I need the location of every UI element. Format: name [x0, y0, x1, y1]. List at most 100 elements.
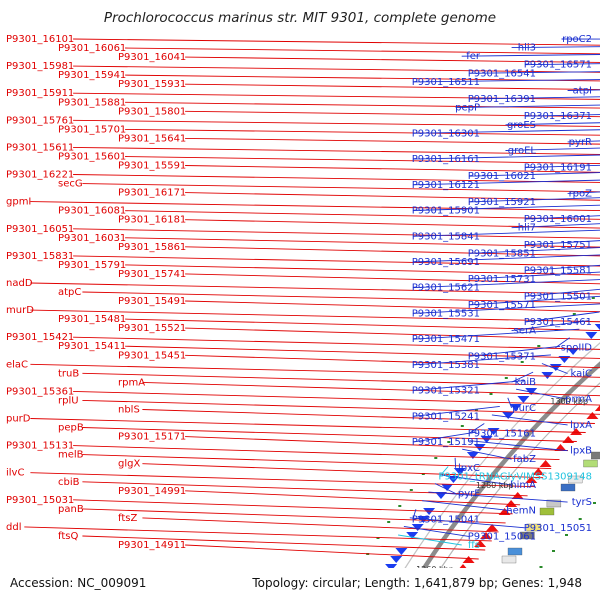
leader-line	[412, 380, 525, 392]
leader-line	[73, 445, 560, 461]
reverse-gene-arrow	[502, 412, 515, 419]
reverse-gene-label: P9301_16541	[468, 68, 536, 79]
reverse-gene-label: P9301_15191	[412, 437, 480, 448]
forward-gene-label: glgX	[118, 459, 140, 470]
reverse-gene-label: pyrF	[458, 489, 480, 500]
reverse-gene-arrow	[466, 452, 479, 459]
reverse-gene-label: P9301_15321	[412, 386, 480, 397]
forward-gene-label: P9301_15791	[58, 260, 126, 271]
leader-line	[412, 509, 417, 520]
leader-line	[125, 47, 600, 55]
gc-tick	[447, 441, 451, 443]
gc-tick	[421, 473, 425, 475]
leader-line	[454, 457, 457, 468]
forward-gene-label: P9301_15801	[118, 106, 186, 117]
reverse-gene-label: P9301_15371	[468, 351, 536, 362]
reverse-gene-label: himA	[510, 480, 536, 491]
reverse-gene-label: P9301_15731	[468, 274, 536, 285]
reverse-gene-label: P9301_16371	[524, 111, 592, 122]
leader-line	[30, 363, 600, 378]
reverse-gene-arrow	[417, 516, 430, 523]
leader-line	[524, 164, 600, 169]
leader-line	[412, 154, 600, 160]
leader-line	[142, 381, 600, 397]
forward-gene-label: rplU	[58, 395, 79, 406]
gc-tick	[554, 329, 558, 331]
forward-gene-label: P9301_15481	[58, 314, 126, 325]
reverse-gene-arrow	[567, 348, 580, 355]
reverse-gene-label: P9301_15051	[524, 523, 592, 534]
forward-gene-label: ilvC	[6, 468, 24, 479]
leader-line	[142, 517, 499, 533]
reverse-gene-label: kaiB	[515, 377, 537, 388]
reverse-gene-arrow	[509, 404, 522, 411]
gene-block	[583, 459, 598, 468]
reverse-gene-arrow	[525, 388, 538, 395]
leader-line	[505, 122, 600, 126]
leader-line	[469, 440, 568, 452]
reverse-gene-label: P9301_15621	[412, 283, 480, 294]
reverse-gene-label: lpxC	[458, 463, 480, 474]
leader-line	[412, 129, 600, 134]
forward-gene-label: P9301_16041	[118, 52, 186, 63]
forward-gene-arrow	[594, 405, 600, 411]
reverse-gene-label: P9301_16021	[468, 171, 536, 182]
reverse-gene-arrow	[447, 476, 460, 483]
leader-line	[185, 300, 600, 313]
leader-line	[30, 309, 600, 323]
forward-gene-label: P9301_15591	[118, 161, 186, 172]
forward-gene-label: P9301_15701	[58, 124, 126, 135]
reverse-gene-arrow	[541, 372, 554, 379]
leader-line	[468, 271, 600, 280]
forward-gene-label: P9301_15931	[118, 79, 186, 90]
leader-line	[185, 110, 600, 118]
forward-gene-label: P9301_15031	[6, 495, 74, 506]
reverse-gene-arrow	[441, 484, 454, 491]
gene-block	[539, 507, 555, 516]
leader-line	[73, 92, 600, 100]
reverse-gene-label: P9301_tRNAGlyVIMSS1309148	[438, 471, 592, 482]
forward-gene-label: panB	[58, 504, 84, 515]
reverse-gene-label: P9301_15501	[524, 291, 592, 302]
forward-gene-label: P9301_15491	[118, 296, 186, 307]
leader-line	[142, 409, 595, 424]
reverse-gene-label: hli7	[518, 223, 536, 234]
forward-gene-label: elaC	[6, 359, 28, 370]
leader-line	[185, 544, 479, 560]
gc-tick	[591, 297, 595, 299]
forward-gene-label: P9301_15611	[6, 142, 74, 153]
leader-line	[73, 228, 600, 239]
gene-block	[560, 483, 576, 492]
leader-line	[441, 474, 512, 486]
leader-line	[185, 490, 521, 506]
forward-gene-arrow	[486, 524, 499, 531]
leader-line	[125, 318, 600, 332]
leader-line	[403, 525, 469, 537]
reverse-gene-label: P9301_15851	[468, 248, 536, 259]
leader-line	[82, 291, 600, 304]
reverse-gene-label: tyrS	[572, 497, 592, 508]
reverse-gene-label: P9301_16571	[524, 60, 592, 71]
gc-tick	[474, 409, 478, 411]
leader-line	[73, 499, 513, 515]
forward-gene-label: pepB	[58, 423, 84, 434]
forward-gene-label: P9301_15741	[118, 269, 186, 280]
gc-tick	[578, 518, 582, 520]
gc-tick	[537, 345, 541, 347]
leader-line	[412, 229, 600, 237]
leader-line	[82, 399, 600, 415]
reverse-gene-label: P9301_15041	[412, 514, 480, 525]
gc-tick	[539, 566, 543, 568]
leader-line	[185, 354, 600, 369]
leader-line	[511, 371, 534, 383]
scale-label: 1300 kbp	[550, 397, 588, 406]
forward-gene-label: ftsQ	[58, 531, 78, 542]
leader-line	[412, 328, 580, 340]
forward-gene-arrow	[480, 532, 492, 539]
leader-line	[412, 79, 600, 83]
leader-line	[82, 183, 600, 193]
leader-line	[185, 56, 600, 63]
leader-line	[412, 204, 600, 211]
gc-tick	[489, 393, 493, 395]
